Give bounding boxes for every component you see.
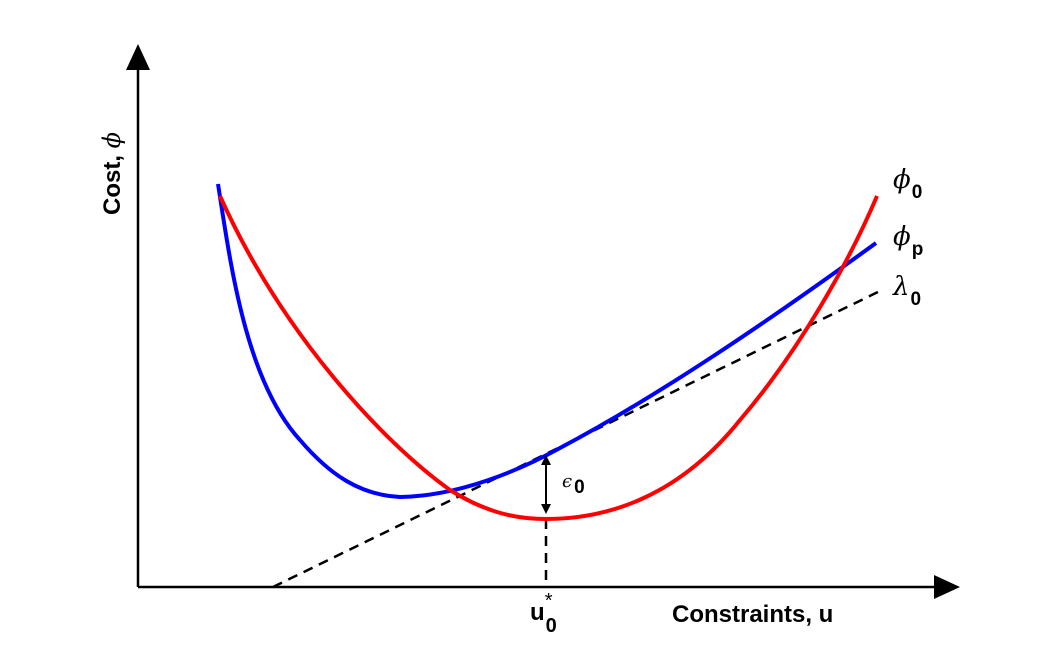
x-axis-title: Constraints, u [672, 601, 833, 628]
lambda0-label: λ0 [892, 272, 921, 310]
y-axis-arrowhead [126, 44, 150, 70]
phi0-label: ϕ0 [893, 165, 922, 203]
x-axis-arrowhead [934, 575, 960, 599]
y-axis-title: Cost, ϕ [98, 132, 126, 215]
u0-star-label: u0* [530, 590, 557, 637]
phip-curve [216, 183, 878, 500]
phip-label: ϕp [893, 222, 923, 260]
lambda0-tangent-line [272, 288, 883, 589]
phi0-curve [218, 195, 879, 522]
